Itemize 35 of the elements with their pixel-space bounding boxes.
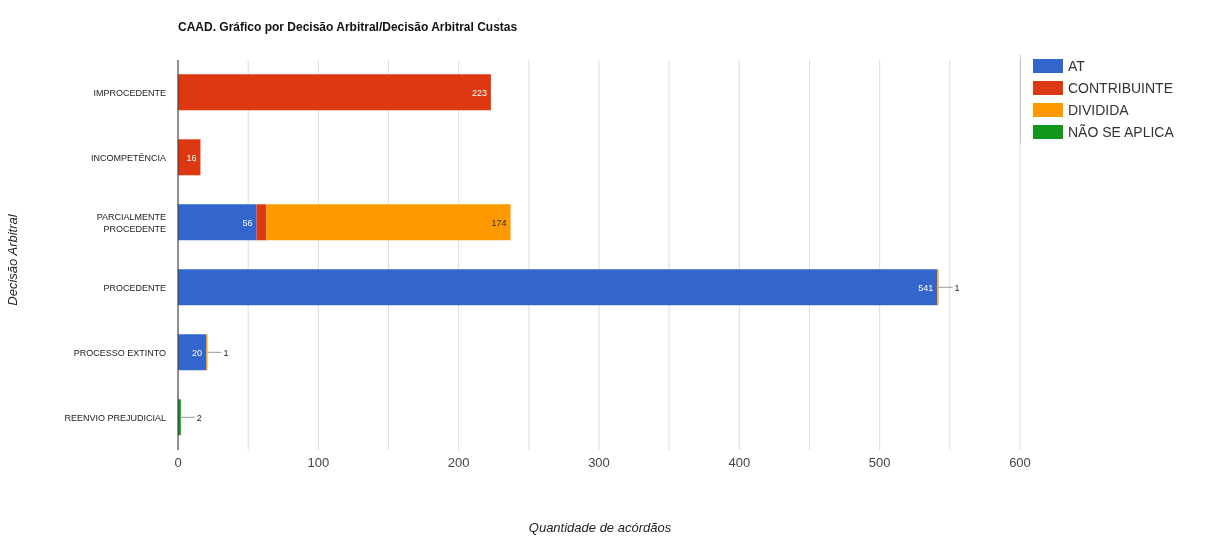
data-label: 174 [491, 217, 507, 228]
bar [178, 204, 257, 241]
bar [266, 204, 511, 241]
data-label: 541 [918, 282, 934, 293]
bar [178, 74, 491, 111]
y-tick-label: REENVIO PREJUDICIAL [64, 412, 166, 423]
data-label: 2 [196, 412, 202, 423]
y-tick-label: PROCESSO EXTINTO [73, 347, 166, 358]
x-axis-title: Quantidade de acórdãos [527, 520, 673, 535]
x-tick-label: 0 [174, 455, 182, 471]
legend-label: AT [1067, 57, 1086, 76]
y-tick-label: INCOMPETÊNCIA [90, 152, 166, 163]
y-tick-label: PARCIALMENTE PROCEDENTE [96, 211, 166, 234]
chart-title: CAAD. Gráfico por Decisão Arbitral/Decisão Arbitral Custas [178, 20, 518, 34]
data-label: 223 [471, 87, 487, 98]
data-label: 56 [242, 217, 253, 228]
x-tick-label: 600 [1009, 455, 1031, 471]
y-tick-label: IMPROCEDENTE [93, 87, 166, 98]
legend-label: CONTRIBUINTE [1067, 79, 1174, 98]
x-tick-label: 100 [307, 455, 330, 471]
y-tick-label: PROCEDENTE [103, 282, 166, 293]
bar [256, 204, 267, 241]
x-tick-label: 300 [588, 455, 610, 471]
y-axis-title: Decisão Arbitral [4, 214, 20, 306]
data-label: 20 [192, 347, 203, 358]
x-tick-label: 500 [868, 455, 891, 471]
legend-label: NÃO SE APLICA [1067, 123, 1175, 142]
x-tick-label: 400 [728, 455, 751, 471]
bar [178, 334, 207, 371]
data-label: 16 [186, 152, 197, 163]
bar [178, 269, 938, 306]
x-tick-label: 200 [447, 455, 470, 471]
legend-label: DIVIDIDA [1067, 101, 1130, 120]
data-label: 1 [954, 282, 960, 293]
data-label: 1 [223, 347, 229, 358]
